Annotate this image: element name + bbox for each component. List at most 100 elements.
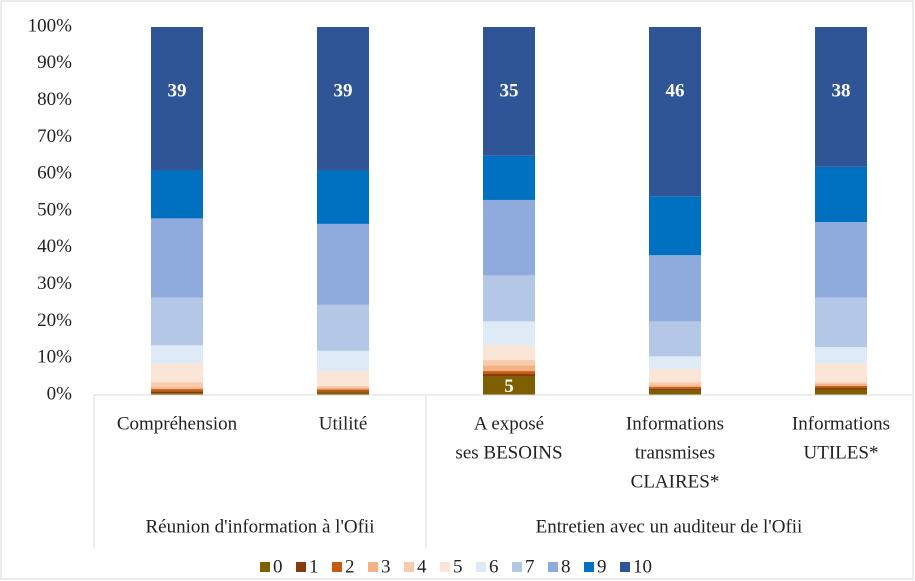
legend-label: 7 bbox=[525, 556, 535, 577]
legend-swatch bbox=[404, 562, 414, 572]
legend-label: 2 bbox=[345, 556, 355, 577]
bar-segment bbox=[815, 389, 867, 395]
bar-segment bbox=[649, 321, 701, 357]
y-tick-label: 70% bbox=[37, 126, 72, 147]
bar-segment bbox=[649, 369, 701, 383]
bar-segment bbox=[483, 376, 535, 395]
bar-segment bbox=[815, 347, 867, 364]
bar-segment bbox=[649, 385, 701, 387]
y-tick-label: 20% bbox=[37, 310, 72, 331]
bar-segment bbox=[151, 389, 203, 392]
bar-segment bbox=[483, 365, 535, 372]
bar-segment bbox=[649, 196, 701, 256]
bar-segment bbox=[317, 170, 369, 224]
bar-segment bbox=[483, 155, 535, 200]
bar-segment bbox=[151, 391, 203, 394]
group-label: Entretien avec un auditeur de l'Ofii bbox=[536, 516, 803, 537]
bar-segment bbox=[483, 371, 535, 375]
bar-segment bbox=[815, 166, 867, 223]
bar-segment bbox=[317, 389, 369, 392]
bar-segment bbox=[483, 199, 535, 276]
bar-segment bbox=[317, 350, 369, 372]
legend-swatch bbox=[440, 562, 450, 572]
bar-segment bbox=[649, 356, 701, 370]
bar-segment bbox=[151, 170, 203, 219]
legend-swatch bbox=[548, 562, 558, 572]
bar-segment bbox=[317, 371, 369, 386]
bar-segment bbox=[815, 297, 867, 348]
bar-segment bbox=[151, 363, 203, 383]
y-tick-label: 90% bbox=[37, 52, 72, 73]
bar-segment bbox=[815, 382, 867, 384]
x-tick-label: CLAIRES* bbox=[631, 471, 720, 492]
legend-swatch bbox=[620, 562, 630, 572]
y-tick-label: 100% bbox=[28, 15, 73, 36]
x-tick-label: UTILES* bbox=[804, 442, 879, 463]
data-label: 35 bbox=[500, 80, 519, 101]
bar-segment bbox=[649, 382, 701, 386]
bar-segment bbox=[317, 385, 369, 388]
bar-segment bbox=[317, 27, 369, 171]
legend-label: 1 bbox=[309, 556, 319, 577]
bar-segment bbox=[151, 27, 203, 171]
bar-segment bbox=[151, 382, 203, 388]
bar-segment bbox=[815, 363, 867, 383]
bar-segment bbox=[317, 391, 369, 393]
data-label: 39 bbox=[168, 80, 187, 101]
x-tick-label: ses BESOINS bbox=[455, 442, 562, 463]
legend-label: 4 bbox=[417, 556, 427, 577]
x-tick-label: A exposé bbox=[474, 413, 544, 434]
bar-segment bbox=[483, 345, 535, 361]
bar-segment bbox=[151, 218, 203, 298]
y-tick-label: 0% bbox=[47, 383, 73, 404]
legend-swatch bbox=[296, 562, 306, 572]
x-tick-label: Utilité bbox=[319, 413, 368, 434]
bar-segment bbox=[317, 223, 369, 305]
y-tick-label: 60% bbox=[37, 163, 72, 184]
x-tick-label: Informations bbox=[792, 413, 890, 434]
legend-swatch bbox=[260, 562, 270, 572]
legend-label: 9 bbox=[597, 556, 607, 577]
legend-swatch bbox=[332, 562, 342, 572]
y-tick-label: 80% bbox=[37, 89, 72, 110]
legend-swatch bbox=[368, 562, 378, 572]
legend-swatch bbox=[584, 562, 594, 572]
bar-segment bbox=[151, 297, 203, 346]
data-label: 39 bbox=[334, 80, 353, 101]
bar-segment bbox=[649, 386, 701, 389]
bar-segment bbox=[151, 393, 203, 395]
legend-swatch bbox=[512, 562, 522, 572]
bar-segment bbox=[483, 275, 535, 322]
legend-label: 3 bbox=[381, 556, 391, 577]
y-tick-label: 40% bbox=[37, 236, 72, 257]
bar-segment bbox=[317, 392, 369, 395]
bar-segment bbox=[649, 390, 701, 395]
x-tick-label: Informations bbox=[626, 413, 724, 434]
bar-segment bbox=[317, 304, 369, 351]
bar-segment bbox=[815, 383, 867, 386]
bar-segment bbox=[649, 27, 701, 197]
legend-label: 0 bbox=[273, 556, 283, 577]
bar-segment bbox=[317, 387, 369, 390]
bar-segment bbox=[649, 255, 701, 322]
bar-segment bbox=[151, 387, 203, 390]
legend-label: 5 bbox=[453, 556, 463, 577]
bar-segment bbox=[151, 345, 203, 364]
bar-segment bbox=[483, 321, 535, 346]
bar-segment bbox=[815, 387, 867, 390]
data-label: 46 bbox=[666, 80, 685, 101]
x-tick-label: transmises bbox=[635, 442, 715, 463]
data-label: 38 bbox=[832, 80, 851, 101]
legend-label: 10 bbox=[633, 556, 652, 577]
bar-segment bbox=[815, 385, 867, 388]
y-tick-label: 50% bbox=[37, 199, 72, 220]
data-label: 5 bbox=[504, 376, 514, 397]
bar-segment bbox=[649, 388, 701, 391]
bar-segment bbox=[815, 27, 867, 167]
bar-segment bbox=[483, 374, 535, 377]
y-tick-label: 10% bbox=[37, 347, 72, 368]
legend-swatch bbox=[476, 562, 486, 572]
